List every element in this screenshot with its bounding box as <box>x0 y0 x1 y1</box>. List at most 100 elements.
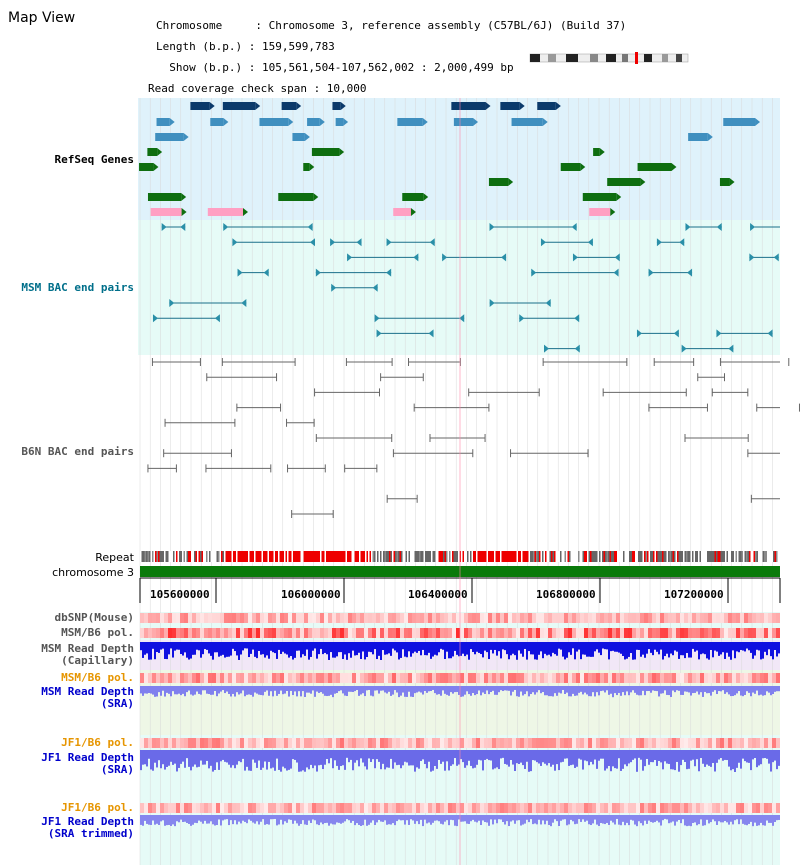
bac-end-marker[interactable] <box>331 283 337 292</box>
gene-strand-arrow[interactable] <box>296 102 302 110</box>
gene-feature[interactable] <box>222 102 256 110</box>
gene-strand-arrow[interactable] <box>181 208 187 216</box>
bac-end-marker[interactable] <box>716 223 722 231</box>
gene-feature[interactable] <box>147 148 158 156</box>
bac-end-marker[interactable] <box>540 238 546 247</box>
bac-end-marker[interactable] <box>310 238 316 247</box>
gene-feature[interactable] <box>259 118 289 126</box>
gene-feature[interactable] <box>397 118 423 126</box>
gene-feature[interactable] <box>637 163 672 171</box>
gene-strand-arrow[interactable] <box>181 193 187 201</box>
bac-end-marker[interactable] <box>544 344 550 353</box>
bac-end-marker[interactable] <box>545 299 551 307</box>
gene-feature[interactable] <box>488 178 509 186</box>
gene-strand-arrow[interactable] <box>313 193 319 201</box>
gene-strand-arrow[interactable] <box>519 102 525 110</box>
gene-strand-arrow[interactable] <box>616 193 622 201</box>
bac-end-marker[interactable] <box>687 268 693 277</box>
bac-end-marker[interactable] <box>263 268 269 277</box>
gene-feature[interactable] <box>593 148 600 156</box>
gene-feature[interactable] <box>537 102 556 110</box>
bac-end-marker[interactable] <box>442 253 448 262</box>
bac-end-marker[interactable] <box>374 314 380 323</box>
bac-end-marker[interactable] <box>574 314 580 323</box>
bac-end-marker[interactable] <box>161 223 167 231</box>
gene-strand-arrow[interactable] <box>640 178 646 186</box>
bac-end-marker[interactable] <box>749 253 755 262</box>
gene-strand-arrow[interactable] <box>169 118 175 126</box>
repeat-track[interactable] <box>140 551 781 562</box>
bac-end-marker[interactable] <box>214 314 220 323</box>
bac-end-marker[interactable] <box>636 329 642 338</box>
bac-end-marker[interactable] <box>572 253 578 262</box>
gene-strand-arrow[interactable] <box>671 163 677 171</box>
gene-strand-arrow[interactable] <box>153 163 159 171</box>
bac-end-marker[interactable] <box>773 253 779 262</box>
gene-feature[interactable] <box>155 133 184 141</box>
bac-end-marker[interactable] <box>330 238 336 247</box>
gene-feature[interactable] <box>560 163 581 171</box>
bac-end-marker[interactable] <box>648 268 654 277</box>
gene-strand-arrow[interactable] <box>223 118 229 126</box>
gene-strand-arrow[interactable] <box>580 163 586 171</box>
bac-end-marker[interactable] <box>356 238 362 247</box>
gene-strand-arrow[interactable] <box>542 118 548 126</box>
gene-strand-arrow[interactable] <box>599 148 605 156</box>
gene-feature[interactable] <box>453 118 474 126</box>
bac-end-marker[interactable] <box>152 314 158 323</box>
bac-end-marker[interactable] <box>681 344 687 353</box>
gene-feature[interactable] <box>210 118 224 126</box>
bac-end-marker[interactable] <box>459 314 465 323</box>
gene-feature[interactable] <box>723 118 756 126</box>
gene-strand-arrow[interactable] <box>242 208 248 216</box>
bac-end-marker[interactable] <box>685 223 691 231</box>
gene-strand-arrow[interactable] <box>209 102 215 110</box>
gene-feature[interactable] <box>719 178 730 186</box>
bac-end-marker[interactable] <box>571 223 577 231</box>
gene-strand-arrow[interactable] <box>339 148 345 156</box>
gene-feature[interactable] <box>150 208 182 216</box>
gene-feature[interactable] <box>500 102 520 110</box>
bac-end-marker[interactable] <box>372 283 378 292</box>
bac-end-marker[interactable] <box>169 299 175 307</box>
bac-end-marker[interactable] <box>489 223 495 231</box>
gene-feature[interactable] <box>292 133 305 141</box>
gene-strand-arrow[interactable] <box>255 102 261 110</box>
gene-strand-arrow[interactable] <box>485 102 491 110</box>
bac-end-marker[interactable] <box>728 344 734 353</box>
gene-feature[interactable] <box>156 118 170 126</box>
gene-strand-arrow[interactable] <box>319 118 325 126</box>
gene-strand-arrow[interactable] <box>755 118 761 126</box>
gene-strand-arrow[interactable] <box>157 148 163 156</box>
bac-end-marker[interactable] <box>679 238 685 247</box>
gene-strand-arrow[interactable] <box>422 118 428 126</box>
gene-strand-arrow[interactable] <box>309 163 315 171</box>
bac-end-marker[interactable] <box>180 223 186 231</box>
gene-strand-arrow[interactable] <box>555 102 561 110</box>
gene-strand-arrow[interactable] <box>183 133 189 141</box>
gene-feature[interactable] <box>278 193 314 201</box>
gene-strand-arrow[interactable] <box>288 118 294 126</box>
bac-end-marker[interactable] <box>241 299 247 307</box>
gene-feature[interactable] <box>393 208 411 216</box>
bac-end-marker[interactable] <box>531 268 537 277</box>
bac-end-marker[interactable] <box>429 238 435 247</box>
gene-feature[interactable] <box>402 193 424 201</box>
gene-strand-arrow[interactable] <box>410 208 416 216</box>
gene-feature[interactable] <box>307 118 320 126</box>
gene-feature[interactable] <box>589 208 611 216</box>
gene-feature[interactable] <box>207 208 243 216</box>
bac-end-marker[interactable] <box>386 268 392 277</box>
gene-feature[interactable] <box>607 178 641 186</box>
bac-end-marker[interactable] <box>307 223 313 231</box>
gene-strand-arrow[interactable] <box>340 102 346 110</box>
refseq-track[interactable] <box>139 102 761 216</box>
bac-end-marker[interactable] <box>716 329 722 338</box>
gene-strand-arrow[interactable] <box>610 208 616 216</box>
bac-end-marker[interactable] <box>223 223 229 231</box>
gene-strand-arrow[interactable] <box>343 118 349 126</box>
gene-strand-arrow[interactable] <box>304 133 310 141</box>
bac-end-marker[interactable] <box>673 329 679 338</box>
bac-end-marker[interactable] <box>614 253 620 262</box>
